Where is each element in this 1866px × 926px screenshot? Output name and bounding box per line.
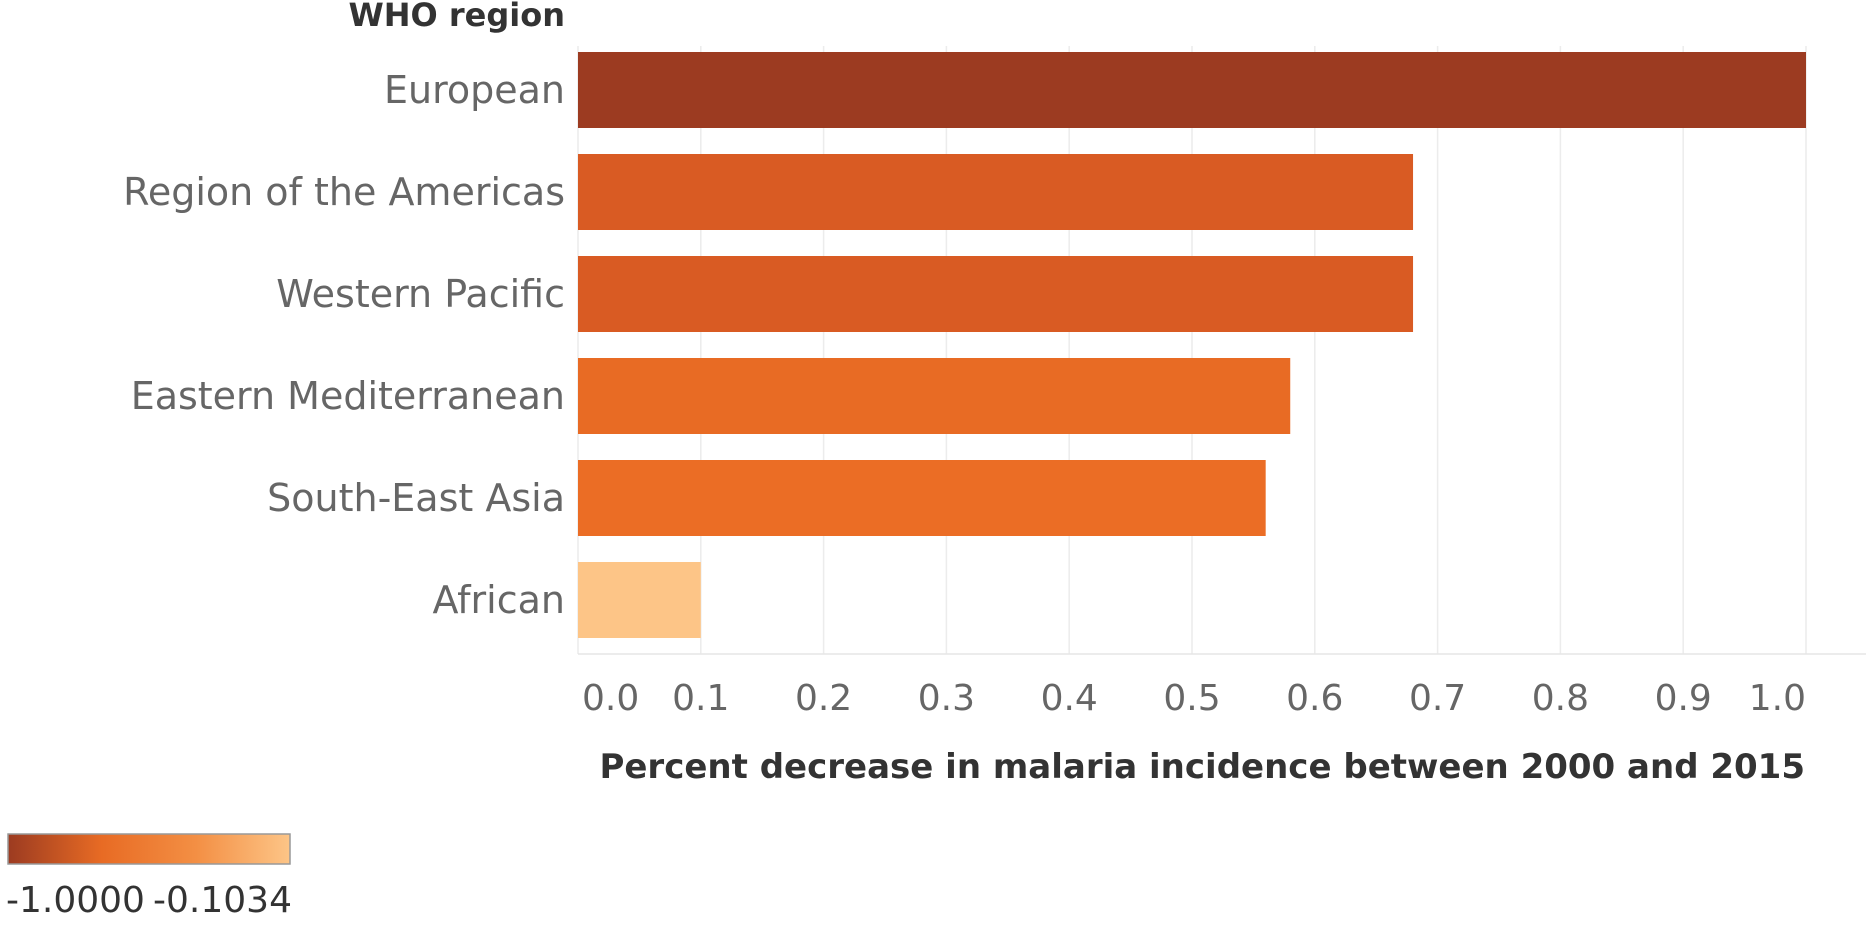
x-tick-label-6: 0.6 [1286, 678, 1343, 719]
x-tick-label-2: 0.2 [795, 678, 852, 719]
bars [578, 52, 1806, 638]
legend-min-label: -1.0000 [6, 880, 145, 921]
x-tick-label-9: 0.9 [1655, 678, 1712, 719]
bar-2 [578, 256, 1414, 332]
legend-gradient-bar [7, 833, 291, 865]
category-label-3: Eastern Mediterranean [131, 374, 565, 418]
grid-lines [577, 46, 1866, 655]
row-header-title: WHO region [348, 0, 565, 34]
x-tick-label-3: 0.3 [918, 678, 975, 719]
bar-3 [578, 358, 1291, 434]
bar-5 [578, 562, 701, 638]
legend-max-label: -0.1034 [153, 880, 292, 921]
x-tick-label-8: 0.8 [1532, 678, 1589, 719]
x-tick-label-7: 0.7 [1409, 678, 1466, 719]
x-tick-label-4: 0.4 [1041, 678, 1098, 719]
bar-0 [578, 52, 1806, 128]
category-label-4: South-East Asia [267, 476, 565, 520]
category-label-5: African [433, 578, 565, 622]
category-label-2: Western Pacific [276, 272, 565, 316]
bar-1 [578, 154, 1414, 230]
x-tick-label-10: 1.0 [1749, 678, 1806, 719]
x-tick-label-5: 0.5 [1163, 678, 1220, 719]
color-legend: -1.0000 -0.1034 [6, 833, 292, 921]
x-tick-label-1: 0.1 [672, 678, 729, 719]
category-labels: European Region of the Americas Western Pa… [123, 68, 565, 622]
x-tick-label-0: 0.0 [582, 678, 639, 719]
x-axis-title: Percent decrease in malaria incidence be… [599, 747, 1805, 787]
x-axis-ticks: 0.0 0.1 0.2 0.3 0.4 0.5 0.6 0.7 0.8 0.9 1.0 [582, 678, 1806, 719]
bar-4 [578, 460, 1266, 536]
category-label-1: Region of the Americas [123, 170, 565, 214]
category-label-0: European [384, 68, 565, 112]
